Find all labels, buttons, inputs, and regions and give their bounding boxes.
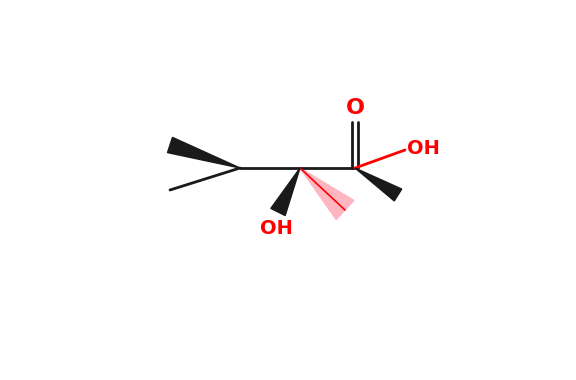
Text: O: O	[346, 98, 365, 118]
Text: OH: OH	[260, 218, 293, 238]
Polygon shape	[355, 168, 401, 201]
Polygon shape	[300, 168, 354, 220]
Polygon shape	[271, 168, 300, 215]
Polygon shape	[168, 138, 240, 168]
Text: OH: OH	[407, 138, 439, 157]
